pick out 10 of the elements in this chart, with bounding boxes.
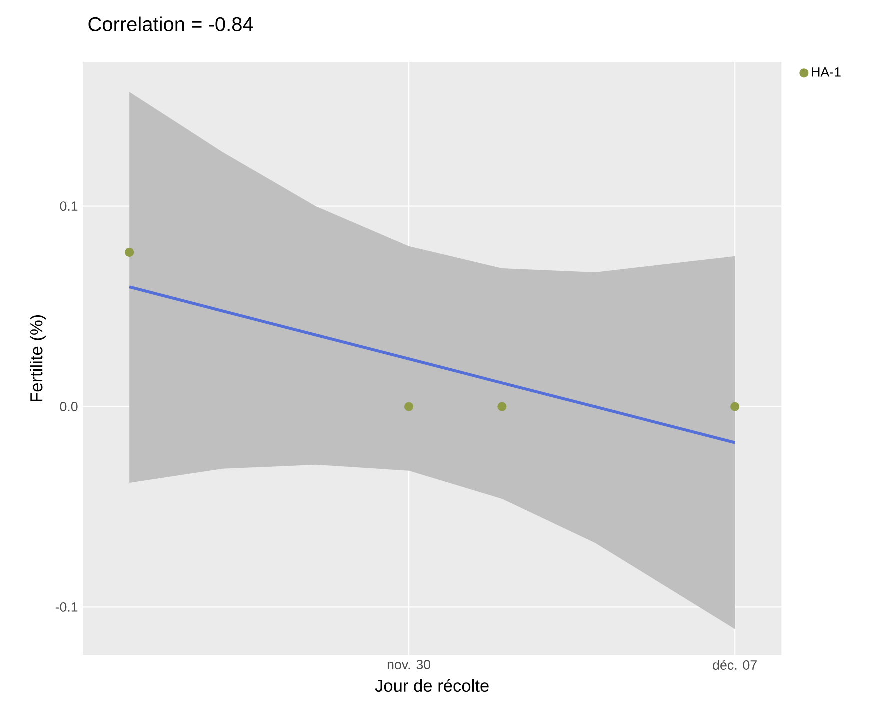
y-tick-label: 0.1 — [60, 201, 78, 211]
y-axis-title: Fertilite (%) — [30, 315, 46, 402]
x-tick-label: déc. 07 — [713, 660, 757, 670]
x-tick-label: nov. 30 — [388, 660, 431, 670]
x-axis-title: Jour de récolte — [375, 678, 489, 692]
legend-label: HA-1 — [812, 67, 841, 77]
y-tick-label: -0.1 — [56, 602, 78, 612]
line-series — [128, 285, 737, 444]
y-tick-label: 0.0 — [60, 402, 78, 412]
chart-title: Correlation = -0.84 — [88, 16, 254, 32]
